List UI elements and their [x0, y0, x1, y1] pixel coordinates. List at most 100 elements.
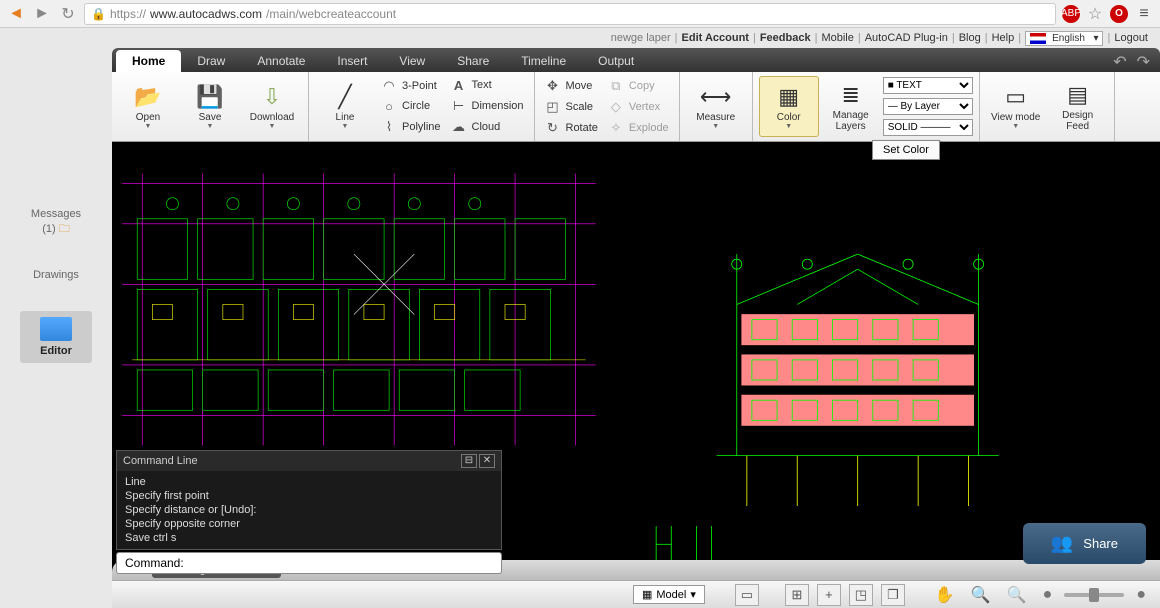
drawing-canvas[interactable]: Command Line ⊟ ✕ Line Specify first poin… — [112, 142, 1160, 608]
dimension-button[interactable]: ⊢Dimension — [447, 97, 528, 115]
color-button[interactable]: ▦Color▼ — [759, 76, 819, 137]
circle-icon: ○ — [381, 99, 397, 114]
people-icon: 👥 — [1051, 533, 1073, 554]
design-feed-button[interactable]: ▤Design Feed — [1048, 76, 1108, 137]
zoom-out-icon[interactable]: 🔍 — [1003, 585, 1031, 605]
language-select[interactable]: English ▾ — [1025, 31, 1103, 46]
measure-icon: ⟷ — [700, 84, 732, 110]
scale-icon: ◰ — [545, 99, 561, 115]
download-button[interactable]: ⇩Download▼ — [242, 76, 302, 137]
measure-button[interactable]: ⟷Measure▼ — [686, 76, 746, 137]
help-link[interactable]: Help — [992, 32, 1015, 44]
forward-button[interactable]: ► — [32, 4, 52, 24]
move-button[interactable]: ✥Move — [541, 77, 602, 95]
sidebar-drawings[interactable]: Drawings — [33, 269, 79, 281]
tab-output[interactable]: Output — [582, 50, 650, 72]
command-input[interactable]: Command: — [116, 552, 502, 574]
blog-link[interactable]: Blog — [959, 32, 981, 44]
save-icon: 💾 — [196, 84, 223, 110]
feedback-link[interactable]: Feedback — [760, 32, 811, 44]
undo-icon[interactable]: ↶ — [1113, 52, 1126, 72]
linetype-select[interactable]: — By Layer — [883, 98, 973, 115]
3point-button[interactable]: ◠3-Point — [377, 77, 445, 95]
snap-button[interactable]: ⊞ — [785, 584, 809, 606]
flag-icon — [1030, 33, 1046, 44]
sidebar-editor-label: Editor — [40, 345, 72, 357]
zoom-plus-icon[interactable]: ● — [1132, 586, 1150, 604]
username-label: newge laper — [611, 32, 671, 44]
cloud-icon: ☁ — [451, 119, 467, 135]
back-button[interactable]: ◄ — [6, 4, 26, 24]
polyline-icon: ⌇ — [381, 119, 397, 135]
opera-extension-icon[interactable]: O — [1110, 5, 1128, 23]
reload-button[interactable]: ↻ — [58, 4, 78, 24]
sidebar-drawings-label: Drawings — [33, 269, 79, 281]
layout1-button[interactable]: ▭ — [735, 584, 759, 606]
osnap-button[interactable]: ◳ — [849, 584, 873, 606]
lock-icon: 🔒 — [91, 7, 106, 21]
manage-layers-button[interactable]: ≣Manage Layers — [821, 76, 881, 137]
arc-icon: ◠ — [381, 78, 397, 94]
ortho-button[interactable]: + — [817, 584, 841, 606]
layer-select[interactable]: ■ TEXT — [883, 77, 973, 94]
tab-draw[interactable]: Draw — [181, 50, 241, 72]
ribbon: 📂Open▼ 💾Save▼ ⇩Download▼ ╱Line▼ ◠3-Point… — [112, 72, 1160, 142]
copy-view-button[interactable]: ❐ — [881, 584, 905, 606]
tab-view[interactable]: View — [383, 50, 441, 72]
vertex-button[interactable]: ◇Vertex — [604, 98, 673, 116]
url-host: www.autocadws.com — [150, 7, 262, 21]
browser-menu-icon[interactable]: ≡ — [1134, 5, 1154, 23]
text-button[interactable]: AText — [447, 77, 528, 94]
vertex-icon: ◇ — [608, 99, 624, 115]
view-mode-button[interactable]: ▭View mode▼ — [986, 76, 1046, 137]
rotate-button[interactable]: ↻Rotate — [541, 119, 602, 137]
tab-insert[interactable]: Insert — [321, 50, 383, 72]
model-space-button[interactable]: ▦Model▾ — [633, 585, 705, 604]
command-close-icon[interactable]: ✕ — [479, 454, 495, 468]
zoom-in-icon[interactable]: 🔍 — [967, 585, 995, 605]
save-button[interactable]: 💾Save▼ — [180, 76, 240, 137]
polyline-button[interactable]: ⌇Polyline — [377, 118, 445, 136]
line-icon: ╱ — [338, 84, 351, 110]
zoom-slider[interactable] — [1064, 593, 1124, 597]
mobile-link[interactable]: Mobile — [821, 32, 853, 44]
redo-icon[interactable]: ↷ — [1137, 52, 1150, 72]
tab-annotate[interactable]: Annotate — [241, 50, 321, 72]
app-sidebar: Messages (1) 🗀 Drawings Editor — [0, 28, 112, 608]
tab-share[interactable]: Share — [441, 50, 505, 72]
cloud-button[interactable]: ☁Cloud — [447, 118, 528, 136]
editor-icon — [40, 317, 72, 341]
scale-button[interactable]: ◰Scale — [541, 98, 602, 116]
ribbon-tabs: Home Draw Annotate Insert View Share Tim… — [112, 48, 1160, 72]
move-icon: ✥ — [545, 78, 561, 94]
zoom-minus-icon[interactable]: ● — [1039, 586, 1057, 604]
tab-timeline[interactable]: Timeline — [505, 50, 582, 72]
copy-icon: ⧉ — [608, 78, 624, 94]
command-panel: Command Line ⊟ ✕ Line Specify first poin… — [116, 450, 502, 550]
tab-home[interactable]: Home — [116, 50, 181, 72]
abp-extension-icon[interactable]: ABP — [1062, 5, 1080, 23]
logout-link[interactable]: Logout — [1114, 32, 1148, 44]
lineweight-select[interactable]: SOLID ——— — [883, 119, 973, 136]
explode-button[interactable]: ✧Explode — [604, 119, 673, 137]
text-icon: A — [451, 78, 467, 93]
view-mode-icon: ▭ — [1005, 84, 1026, 110]
open-button[interactable]: 📂Open▼ — [118, 76, 178, 137]
explode-icon: ✧ — [608, 120, 624, 136]
layers-icon: ≣ — [841, 82, 859, 108]
url-bar[interactable]: 🔒 https://www.autocadws.com/main/webcrea… — [84, 3, 1056, 25]
sidebar-editor[interactable]: Editor — [20, 311, 92, 363]
pan-icon[interactable]: ✋ — [931, 585, 959, 605]
folder-alert-icon: 🗀 — [59, 223, 70, 235]
plugin-link[interactable]: AutoCAD Plug-in — [865, 32, 948, 44]
copy-button[interactable]: ⧉Copy — [604, 77, 673, 95]
edit-account-link[interactable]: Edit Account — [682, 32, 749, 44]
line-button[interactable]: ╱Line▼ — [315, 76, 375, 137]
circle-button[interactable]: ○Circle — [377, 98, 445, 115]
share-button[interactable]: 👥 Share — [1023, 523, 1146, 564]
sidebar-messages[interactable]: Messages (1) 🗀 — [31, 208, 81, 239]
bookmark-icon[interactable]: ☆ — [1086, 5, 1104, 23]
sidebar-messages-label: Messages — [31, 208, 81, 220]
command-min-icon[interactable]: ⊟ — [461, 454, 477, 468]
download-icon: ⇩ — [263, 84, 281, 110]
